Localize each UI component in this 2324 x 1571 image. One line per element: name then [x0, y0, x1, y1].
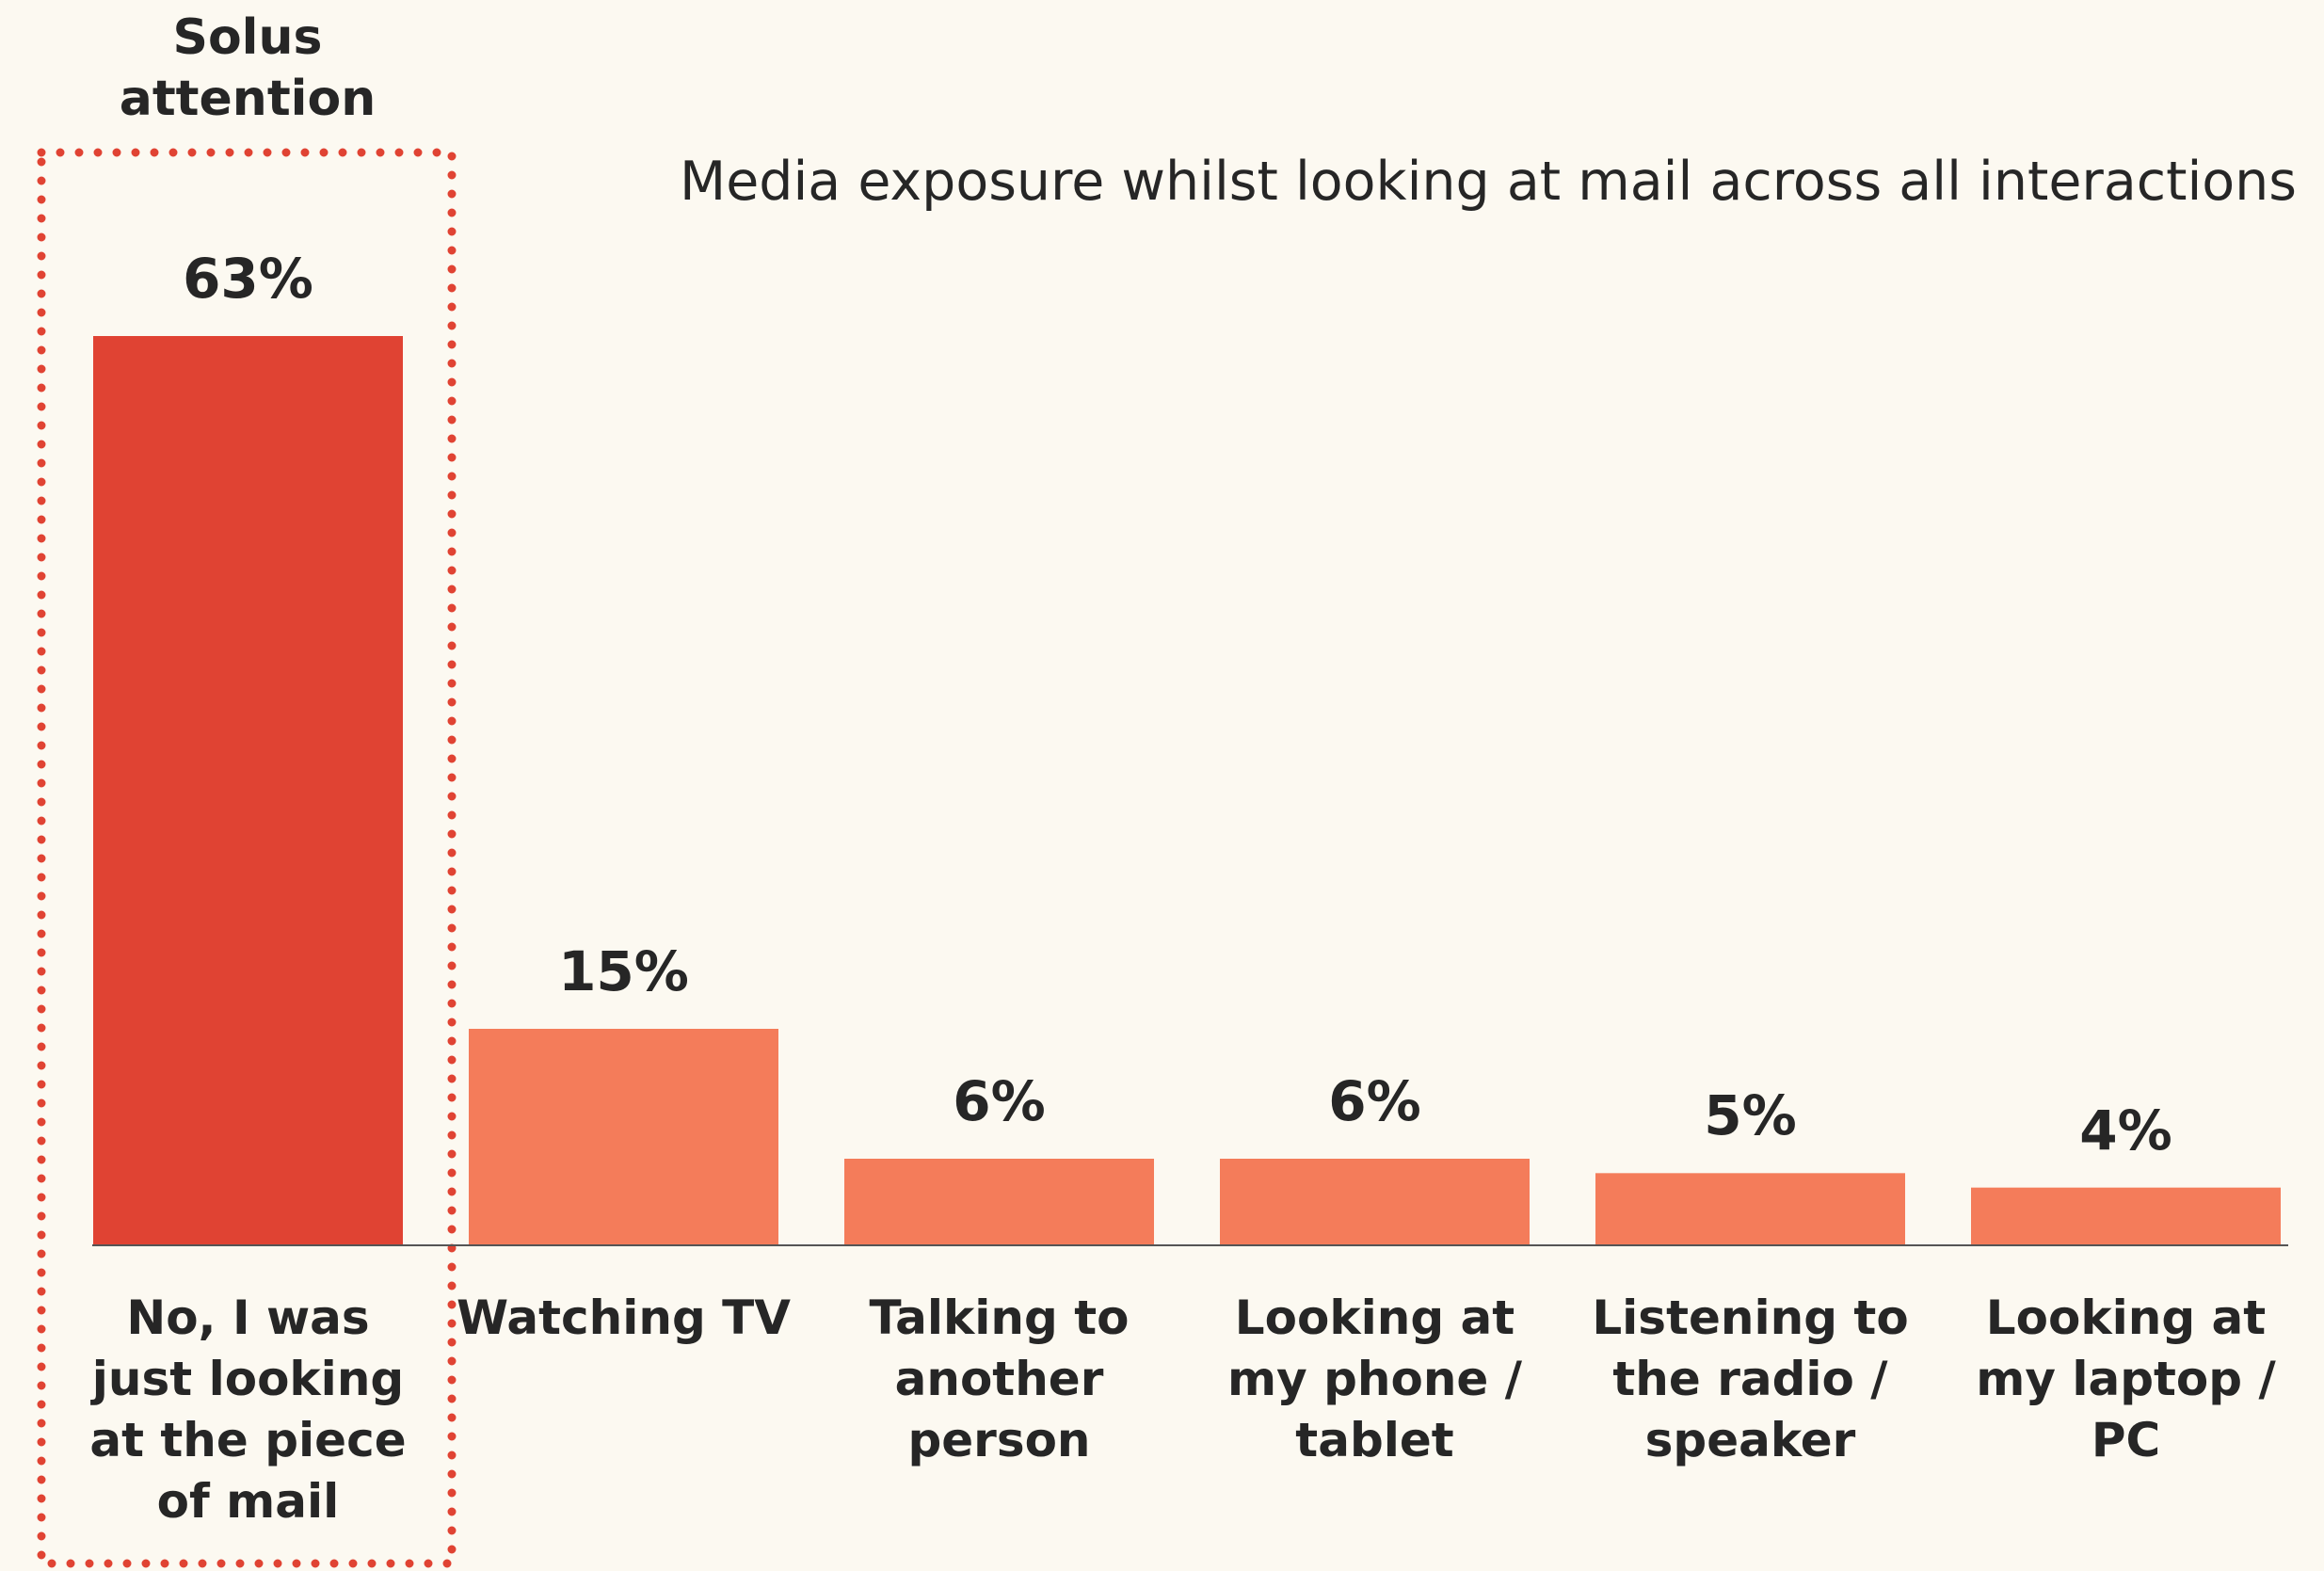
bar: [1220, 1159, 1530, 1245]
x-tick-label: No, I was just looking at the piece of m…: [89, 1290, 407, 1529]
value-label: 6%: [1328, 1069, 1421, 1133]
x-tick-label: Looking at my laptop / PC: [1976, 1290, 2276, 1467]
value-label: 63%: [183, 247, 313, 311]
chart-title: Media exposure whilst looking at mail ac…: [680, 151, 2297, 213]
value-label: 5%: [1704, 1083, 1797, 1148]
bar: [93, 336, 403, 1245]
highlight-box: [37, 148, 457, 1568]
bar: [469, 1029, 778, 1245]
value-label: 4%: [2079, 1098, 2172, 1162]
bar: [1595, 1173, 1905, 1245]
bar: [1971, 1187, 2281, 1245]
annotation: Solus attention: [119, 9, 377, 127]
value-label: 6%: [953, 1069, 1046, 1133]
x-tick-label: Listening to the radio / speaker: [1592, 1290, 1909, 1467]
x-tick-label: Talking to another person: [869, 1290, 1130, 1467]
bar: [844, 1159, 1154, 1245]
x-tick-label: Looking at my phone / tablet: [1226, 1290, 1522, 1467]
value-label: 15%: [558, 939, 689, 1003]
x-tick-label: Watching TV: [457, 1290, 791, 1345]
